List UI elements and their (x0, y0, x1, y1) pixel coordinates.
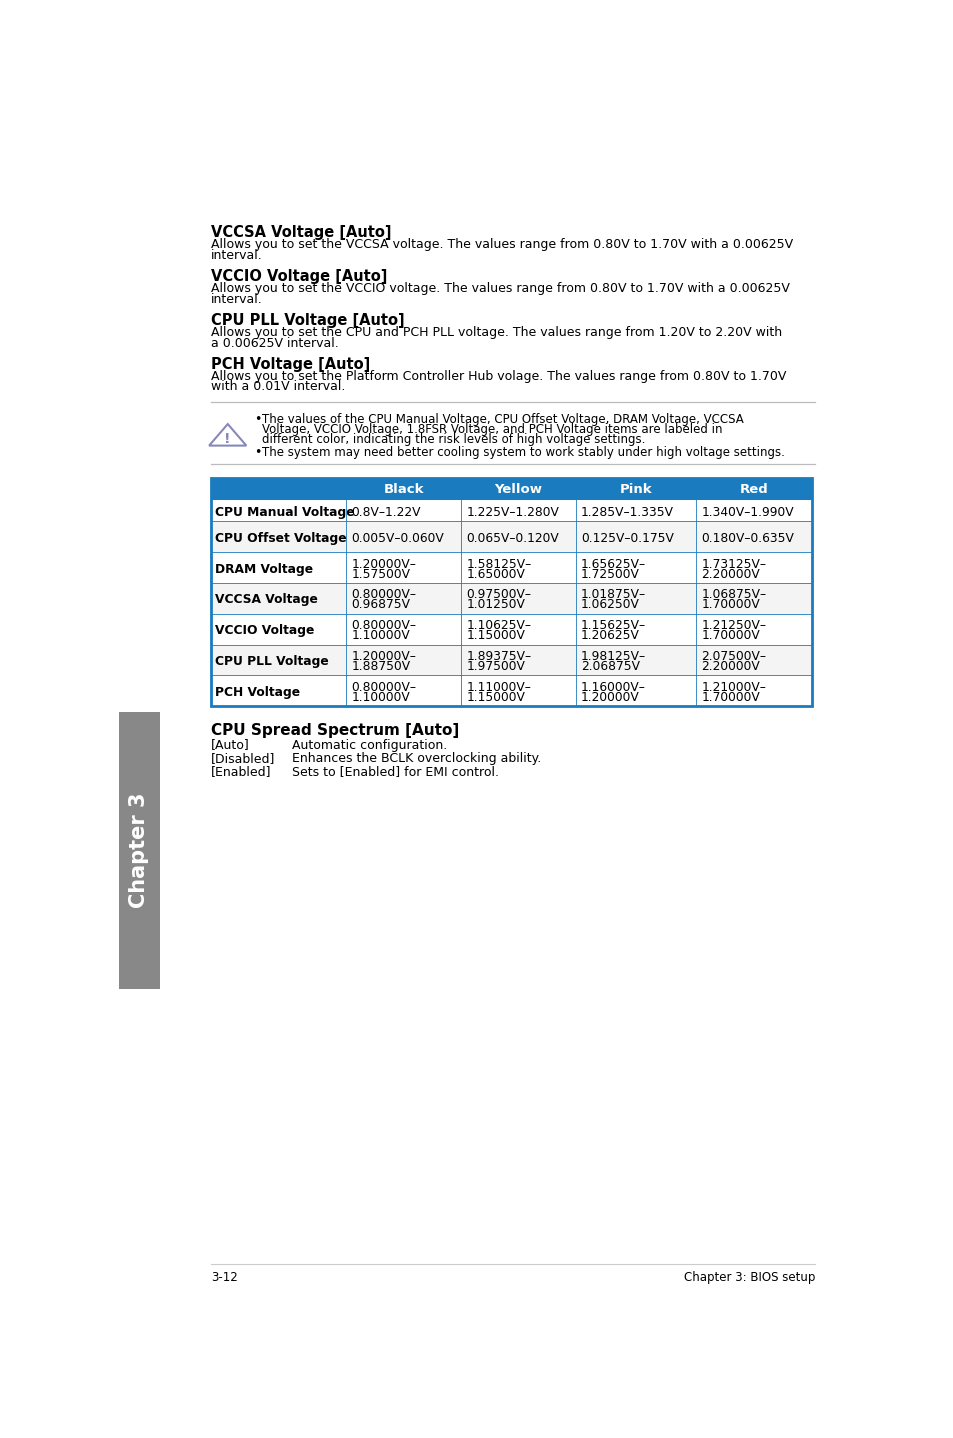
Text: VCCIO Voltage: VCCIO Voltage (215, 624, 314, 637)
Bar (211, 676, 811, 706)
Text: Voltage, VCCIO Voltage, 1.8FSR Voltage, and PCH Voltage items are labeled in: Voltage, VCCIO Voltage, 1.8FSR Voltage, … (261, 423, 721, 436)
Text: 1.15000V: 1.15000V (466, 630, 525, 643)
Text: Red: Red (739, 483, 767, 496)
Bar (211, 479, 811, 706)
Bar (211, 522, 811, 552)
Text: 1.10000V: 1.10000V (352, 690, 410, 703)
Text: •: • (253, 446, 261, 459)
Text: 1.70000V: 1.70000V (700, 630, 760, 643)
Text: with a 0.01V interval.: with a 0.01V interval. (211, 381, 345, 394)
Text: Automatic configuration.: Automatic configuration. (292, 739, 447, 752)
Text: 0.96875V: 0.96875V (352, 598, 411, 611)
Text: 1.70000V: 1.70000V (700, 690, 760, 703)
Text: PCH Voltage [Auto]: PCH Voltage [Auto] (211, 357, 370, 371)
Text: CPU Manual Voltage: CPU Manual Voltage (215, 506, 355, 519)
Text: Allows you to set the Platform Controller Hub volage. The values range from 0.80: Allows you to set the Platform Controlle… (211, 370, 785, 383)
Text: 1.20000V–: 1.20000V– (352, 558, 416, 571)
Text: Allows you to set the VCCSA voltage. The values range from 0.80V to 1.70V with a: Allows you to set the VCCSA voltage. The… (211, 239, 792, 252)
Text: interval.: interval. (211, 293, 262, 306)
Text: 2.06875V: 2.06875V (580, 660, 639, 673)
Text: interval.: interval. (211, 249, 262, 262)
Text: 0.80000V–: 0.80000V– (352, 588, 416, 601)
Text: 1.73125V–: 1.73125V– (700, 558, 765, 571)
Text: CPU Offset Voltage: CPU Offset Voltage (215, 532, 347, 545)
Bar (211, 500, 811, 522)
Text: 1.16000V–: 1.16000V– (580, 680, 645, 693)
Text: 1.225V–1.280V: 1.225V–1.280V (466, 506, 558, 519)
Text: CPU PLL Voltage: CPU PLL Voltage (215, 654, 329, 669)
Text: 1.10625V–: 1.10625V– (466, 620, 531, 633)
Text: 1.10000V: 1.10000V (352, 630, 410, 643)
Text: 0.065V–0.120V: 0.065V–0.120V (466, 532, 558, 545)
Text: 0.125V–0.175V: 0.125V–0.175V (580, 532, 674, 545)
Text: Black: Black (383, 483, 423, 496)
Text: 1.89375V–: 1.89375V– (466, 650, 531, 663)
Text: 0.005V–0.060V: 0.005V–0.060V (352, 532, 444, 545)
Text: CPU Spread Spectrum [Auto]: CPU Spread Spectrum [Auto] (211, 723, 458, 738)
Text: 1.15625V–: 1.15625V– (580, 620, 645, 633)
Text: 1.58125V–: 1.58125V– (466, 558, 531, 571)
Text: VCCIO Voltage [Auto]: VCCIO Voltage [Auto] (211, 269, 387, 283)
Polygon shape (209, 424, 246, 446)
Text: CPU PLL Voltage [Auto]: CPU PLL Voltage [Auto] (211, 312, 404, 328)
Text: 1.70000V: 1.70000V (700, 598, 760, 611)
Bar (211, 479, 811, 500)
Text: 2.20000V: 2.20000V (700, 660, 760, 673)
Text: 0.180V–0.635V: 0.180V–0.635V (700, 532, 793, 545)
Text: Allows you to set the VCCIO voltage. The values range from 0.80V to 1.70V with a: Allows you to set the VCCIO voltage. The… (211, 282, 789, 295)
Text: 0.97500V–: 0.97500V– (466, 588, 531, 601)
Text: 1.65625V–: 1.65625V– (580, 558, 645, 571)
Text: The system may need better cooling system to work stably under high voltage sett: The system may need better cooling syste… (261, 446, 784, 459)
Text: 1.01250V: 1.01250V (466, 598, 525, 611)
Text: [Enabled]: [Enabled] (211, 765, 271, 778)
Text: 3-12: 3-12 (211, 1271, 237, 1284)
Text: [Auto]: [Auto] (211, 739, 249, 752)
Text: 1.11000V–: 1.11000V– (466, 680, 531, 693)
Bar (211, 644, 811, 676)
Text: 1.285V–1.335V: 1.285V–1.335V (580, 506, 674, 519)
Text: 1.21250V–: 1.21250V– (700, 620, 765, 633)
Text: Sets to [Enabled] for EMI control.: Sets to [Enabled] for EMI control. (292, 765, 498, 778)
Text: [Disabled]: [Disabled] (211, 752, 274, 765)
Bar (211, 552, 811, 582)
Text: 1.20000V: 1.20000V (580, 690, 639, 703)
Text: Chapter 3: BIOS setup: Chapter 3: BIOS setup (683, 1271, 815, 1284)
Text: Pink: Pink (618, 483, 652, 496)
Text: Yellow: Yellow (494, 483, 542, 496)
Text: 1.01875V–: 1.01875V– (580, 588, 645, 601)
Text: 1.88750V: 1.88750V (352, 660, 411, 673)
Text: 1.97500V: 1.97500V (466, 660, 525, 673)
Text: 1.21000V–: 1.21000V– (700, 680, 765, 693)
Text: 1.72500V: 1.72500V (580, 568, 639, 581)
Text: 1.65000V: 1.65000V (466, 568, 525, 581)
Text: DRAM Voltage: DRAM Voltage (215, 562, 314, 575)
Text: 0.80000V–: 0.80000V– (352, 680, 416, 693)
Text: 1.20625V: 1.20625V (580, 630, 639, 643)
Text: 1.15000V: 1.15000V (466, 690, 525, 703)
Text: 1.20000V–: 1.20000V– (352, 650, 416, 663)
Text: Chapter 3: Chapter 3 (130, 792, 150, 907)
Text: a 0.00625V interval.: a 0.00625V interval. (211, 336, 338, 349)
Text: 1.57500V: 1.57500V (352, 568, 411, 581)
Bar (211, 582, 811, 614)
Text: Enhances the BCLK overclocking ability.: Enhances the BCLK overclocking ability. (292, 752, 540, 765)
Text: 0.80000V–: 0.80000V– (352, 620, 416, 633)
Text: 1.06250V: 1.06250V (580, 598, 639, 611)
Text: !: ! (224, 431, 231, 446)
Text: VCCSA Voltage: VCCSA Voltage (215, 594, 318, 607)
Text: Allows you to set the CPU and PCH PLL voltage. The values range from 1.20V to 2.: Allows you to set the CPU and PCH PLL vo… (211, 326, 781, 339)
Text: 2.07500V–: 2.07500V– (700, 650, 765, 663)
Text: 1.340V–1.990V: 1.340V–1.990V (700, 506, 793, 519)
Text: PCH Voltage: PCH Voltage (215, 686, 300, 699)
Text: 1.06875V–: 1.06875V– (700, 588, 765, 601)
Text: The values of the CPU Manual Voltage, CPU Offset Voltage, DRAM Voltage, VCCSA: The values of the CPU Manual Voltage, CP… (261, 413, 742, 426)
Text: 2.20000V: 2.20000V (700, 568, 760, 581)
Bar (211, 614, 811, 644)
Text: •: • (253, 413, 261, 426)
Bar (119, 712, 159, 989)
Text: VCCSA Voltage [Auto]: VCCSA Voltage [Auto] (211, 224, 391, 240)
Text: 0.8V–1.22V: 0.8V–1.22V (352, 506, 421, 519)
Text: different color, indicating the risk levels of high voltage settings.: different color, indicating the risk lev… (261, 433, 644, 446)
Text: 1.98125V–: 1.98125V– (580, 650, 645, 663)
